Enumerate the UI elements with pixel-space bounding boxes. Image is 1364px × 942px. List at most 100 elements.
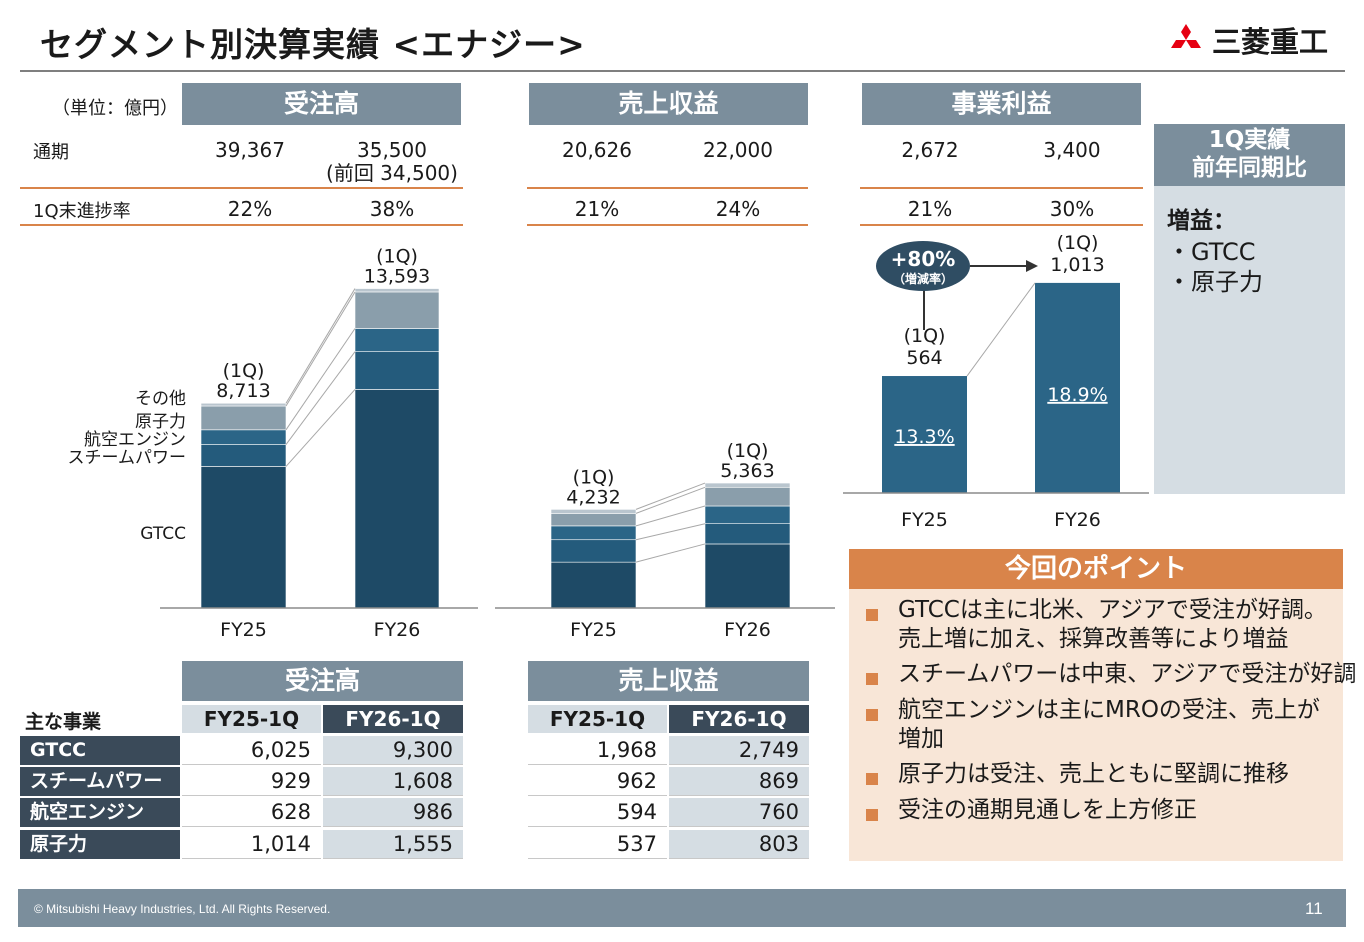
bar-segment-航空エンジン <box>704 505 791 525</box>
bar-segment-GTCC <box>200 466 287 609</box>
copyright: © Mitsubishi Heavy Industries, Ltd. All … <box>34 902 331 916</box>
orders-progress-fy25: 22% <box>227 197 273 221</box>
row-label-progress: 1Q末進捗率 <box>33 201 131 222</box>
bar-segment-スチームパワー <box>704 523 791 545</box>
profit-value-label: 564 <box>906 347 942 369</box>
segment-label-steam: スチームパワー <box>67 448 187 468</box>
total-period-label: (1Q) <box>727 440 769 462</box>
charts-canvas: (1Q)8,713FY25(1Q)13,593FY26(1Q)4,232FY25… <box>160 232 1149 641</box>
connector-line <box>285 291 356 407</box>
total-period-label: (1Q) <box>376 246 418 268</box>
profit-bar <box>882 376 967 493</box>
bar-segment-スチームパワー <box>200 444 287 467</box>
table-cell: 803 <box>669 830 809 859</box>
point-text: 航空エンジンは主にMROの受注、売上が <box>898 697 1320 723</box>
point-text: 原子力は受注、売上ともに堅調に推移 <box>898 761 1289 787</box>
table-cell: 6,025 <box>182 736 321 765</box>
bullet-icon <box>866 773 878 785</box>
segment-label-gtcc: GTCC <box>140 524 186 544</box>
table-cell: 537 <box>528 830 667 859</box>
table-cell: 929 <box>182 767 321 796</box>
connector-line <box>635 486 706 514</box>
x-tick-label: FY26 <box>724 619 771 641</box>
bullet-icon <box>866 609 878 621</box>
profit-period-label: (1Q) <box>904 325 946 347</box>
page-title: セグメント別決算実績 <エナジー> <box>40 25 586 64</box>
orders-progress-fy26: 38% <box>369 197 415 221</box>
margin-label: 13.3% <box>894 426 954 448</box>
connector-line <box>285 288 356 404</box>
x-tick-label: FY26 <box>374 619 421 641</box>
row-divider <box>527 224 808 226</box>
bar-segment-GTCC <box>354 389 440 609</box>
table-cell: 9,300 <box>323 736 463 765</box>
side-panel-header: 1Q実績 前年同期比 <box>1154 124 1345 186</box>
row-label-annual: 通期 <box>33 142 69 163</box>
connector-line <box>635 482 706 510</box>
revenue-col-fy25: FY25-1Q <box>528 705 667 733</box>
profit-value-label: 1,013 <box>1050 254 1104 276</box>
point-text: 売上増に加え、採算改善等により増益 <box>898 626 1289 652</box>
bar-segment-GTCC <box>704 543 791 609</box>
margin-label: 18.9% <box>1047 384 1107 406</box>
bar-segment-その他 <box>200 402 287 407</box>
points-panel <box>849 549 1343 861</box>
increase-title: 増益： <box>1167 208 1236 234</box>
bar-segment-航空エンジン <box>550 525 637 541</box>
table-row-header: 主な事業 <box>25 711 102 733</box>
segment-label-aero: 航空エンジン <box>84 430 186 450</box>
table-cell: 986 <box>323 798 463 827</box>
total-period-label: (1Q) <box>223 360 265 382</box>
bullet-icon <box>866 673 878 685</box>
total-value-label: 13,593 <box>364 266 430 288</box>
row-divider <box>860 187 1143 189</box>
profit-period-label: (1Q) <box>1057 232 1099 254</box>
total-value-label: 5,363 <box>720 460 774 482</box>
row-divider <box>527 187 808 189</box>
table-row-name: スチームパワー <box>20 767 180 796</box>
point-text: 受注の通期見通しを上方修正 <box>898 797 1197 823</box>
x-tick-label: FY26 <box>1054 509 1101 531</box>
revenue-annual-fy26: 22,000 <box>703 138 773 162</box>
x-tick-label: FY25 <box>901 509 948 531</box>
growth-label: （増減率） <box>893 271 953 286</box>
profit-annual-fy25: 2,672 <box>901 138 959 162</box>
growth-value: +80% <box>891 247 956 271</box>
bar-segment-原子力 <box>704 486 791 507</box>
bullet-icon <box>866 809 878 821</box>
connector-line <box>285 389 356 467</box>
connector-line <box>285 351 356 445</box>
orders-table-header: 受注高 <box>182 661 463 701</box>
bar-segment-航空エンジン <box>200 429 287 445</box>
total-value-label: 4,232 <box>566 486 620 508</box>
page-number: 11 <box>1305 899 1323 918</box>
table-cell: 2,749 <box>669 736 809 765</box>
bar-segment-その他 <box>354 288 440 293</box>
connector-line <box>635 543 706 563</box>
table-row-name: 航空エンジン <box>20 798 180 827</box>
table-cell: 962 <box>528 767 667 796</box>
connector-line <box>635 523 706 541</box>
x-tick-label: FY25 <box>220 619 267 641</box>
three-diamonds-icon <box>1171 24 1201 48</box>
row-divider <box>20 224 463 226</box>
mitsubishi-logo: 三菱重工 <box>1168 22 1328 59</box>
bullet-icon <box>866 709 878 721</box>
total-period-label: (1Q) <box>573 466 615 488</box>
arrow-right-icon <box>1026 260 1038 272</box>
revenue-col-fy26: FY26-1Q <box>669 705 809 733</box>
point-text: GTCCは主に北米、アジアで受注が好調。 <box>898 597 1327 623</box>
revenue-progress-fy25: 21% <box>574 197 620 221</box>
connector-line <box>635 505 706 527</box>
connector-line <box>966 282 1036 377</box>
revenue-header: 売上収益 <box>529 83 808 125</box>
orders-col-fy26: FY26-1Q <box>323 705 463 733</box>
bar-segment-原子力 <box>200 405 287 431</box>
profit-bar <box>1035 282 1120 493</box>
revenue-progress-fy26: 24% <box>715 197 761 221</box>
revenue-annual-fy25: 20,626 <box>562 138 632 162</box>
growth-bubble <box>876 241 970 291</box>
table-cell: 1,014 <box>182 830 321 859</box>
orders-col-fy25: FY25-1Q <box>182 705 321 733</box>
revenue-table-header: 売上収益 <box>528 661 809 701</box>
